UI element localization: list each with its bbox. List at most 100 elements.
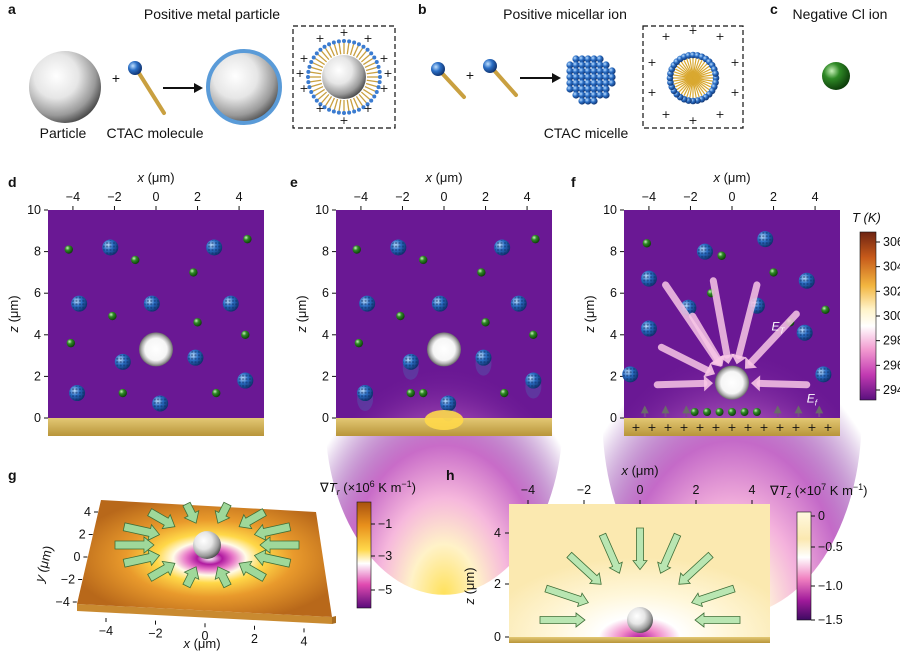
micelle-head	[596, 73, 604, 81]
substrate-charge: +	[631, 421, 640, 434]
micelle-head	[608, 73, 616, 81]
plus-sign: +	[315, 102, 324, 115]
temperature-colorbar-gradient	[859, 231, 877, 401]
gradient-arrow	[182, 501, 200, 524]
zoomed-particle	[322, 55, 366, 99]
micelle-head	[566, 61, 574, 69]
ctac-head	[372, 55, 377, 60]
ctac-head	[306, 69, 311, 74]
ctac-head	[318, 102, 323, 107]
cl-ion	[821, 305, 830, 315]
gradient-arrow	[539, 612, 586, 628]
ctac-head	[356, 42, 361, 47]
micelle-cross-section	[666, 51, 720, 105]
ctac-tail	[333, 98, 339, 112]
gradient-arrow	[566, 551, 602, 585]
h-x-tick-label: 0	[637, 483, 644, 497]
x-tick-label: −4	[66, 190, 80, 204]
micelle-head	[566, 79, 574, 87]
micelle-head	[608, 79, 616, 87]
micelle-head	[596, 85, 604, 93]
particle-label: Particle	[40, 125, 87, 141]
tbar-tick-label: 304	[883, 260, 900, 274]
ctac-tail	[346, 41, 350, 55]
micelle-head	[572, 85, 580, 93]
ctac-head	[372, 94, 377, 99]
ctac-head	[352, 109, 357, 114]
g-bar-tick-label: −1	[378, 517, 392, 531]
positive-charges-b: + + + + + + + + + +	[647, 24, 739, 127]
ctac-tail	[310, 61, 324, 69]
g-x-tick-label: −4	[99, 624, 113, 638]
plus-sign: +	[363, 102, 372, 115]
reaction-arrow-icon	[520, 73, 561, 83]
cl-ion	[728, 408, 736, 416]
micelle-head	[596, 79, 604, 87]
h-bar-tick-label: −1.0	[818, 579, 843, 593]
g-gradient-arrows	[114, 501, 300, 589]
ctac-head	[314, 98, 319, 103]
ctac-molecule-icon	[483, 59, 518, 97]
x-tick-label: 2	[770, 190, 777, 204]
gradient-arrow	[253, 549, 292, 568]
plus-sign: +	[647, 86, 656, 99]
x-tick-label: 4	[524, 190, 531, 204]
cl-ion	[243, 234, 252, 244]
cl-ion	[717, 251, 726, 260]
micelle-texture	[757, 231, 773, 247]
plot-background	[48, 210, 264, 418]
ctac-head	[352, 40, 357, 45]
h-x-tick-label: −4	[521, 483, 535, 497]
micelle-head	[572, 79, 580, 87]
z-tick-label: 2	[322, 369, 329, 383]
gradient-arrow	[147, 560, 176, 582]
micelle-texture	[799, 273, 815, 289]
x-axis-label: x (μm)	[712, 170, 750, 185]
plus-sign: +	[730, 56, 739, 69]
thermophoresis-arrow-head	[710, 354, 725, 367]
micelle-texture	[511, 296, 527, 311]
z-tick-label: 0	[34, 411, 41, 425]
ctac-tail	[358, 49, 369, 61]
metal-particle	[427, 332, 461, 367]
thermophoresis-arrow-head	[744, 356, 757, 369]
ctac-tail	[338, 99, 342, 113]
ctac-head	[314, 51, 319, 56]
ctac-head	[365, 47, 370, 52]
z-tick-label: 4	[34, 328, 41, 342]
g-colorbar: ∇Tr (×106 K m−1) −1 −3 −5	[319, 479, 416, 609]
plus-sign: +	[339, 114, 348, 127]
cl-ion	[108, 311, 117, 321]
thermophoresis-arrow-shaft	[735, 281, 761, 360]
x-tick-label: −4	[642, 190, 656, 204]
z-axis-label: z (μm)	[6, 295, 21, 333]
panel-label-b: b	[418, 1, 427, 17]
micelle-texture	[206, 240, 222, 255]
ctac-head	[311, 55, 316, 60]
ctac-head	[347, 39, 352, 44]
micelle-head	[584, 91, 592, 99]
cl-ion	[642, 239, 652, 248]
x-tick-label: 0	[441, 190, 448, 204]
z-tick-label: 4	[610, 328, 617, 342]
ctac-tail	[328, 97, 336, 111]
h-z-axis-label: z (μm)	[462, 567, 477, 605]
x-tick-label: 0	[729, 190, 736, 204]
cl-ion	[822, 62, 850, 90]
h-bar-tick-label: −0.5	[818, 540, 843, 554]
ctac-head	[342, 39, 346, 43]
substrate-charge: +	[679, 421, 688, 434]
ctac-head	[374, 60, 379, 65]
ctac-tail	[323, 46, 333, 59]
panel-c-title: Negative Cl ion	[793, 6, 888, 22]
x-axis-label: x (μm)	[424, 170, 462, 185]
panel-label-c: c	[770, 1, 778, 17]
micelle-head	[578, 73, 586, 81]
cl-ion	[419, 388, 428, 398]
ctac-tail	[360, 52, 372, 63]
ctac-head	[327, 42, 332, 47]
h-z-tick-label: 0	[494, 630, 501, 644]
x-tick-label: 4	[812, 190, 819, 204]
ctac-head	[309, 60, 314, 65]
ctac-head	[377, 69, 382, 74]
